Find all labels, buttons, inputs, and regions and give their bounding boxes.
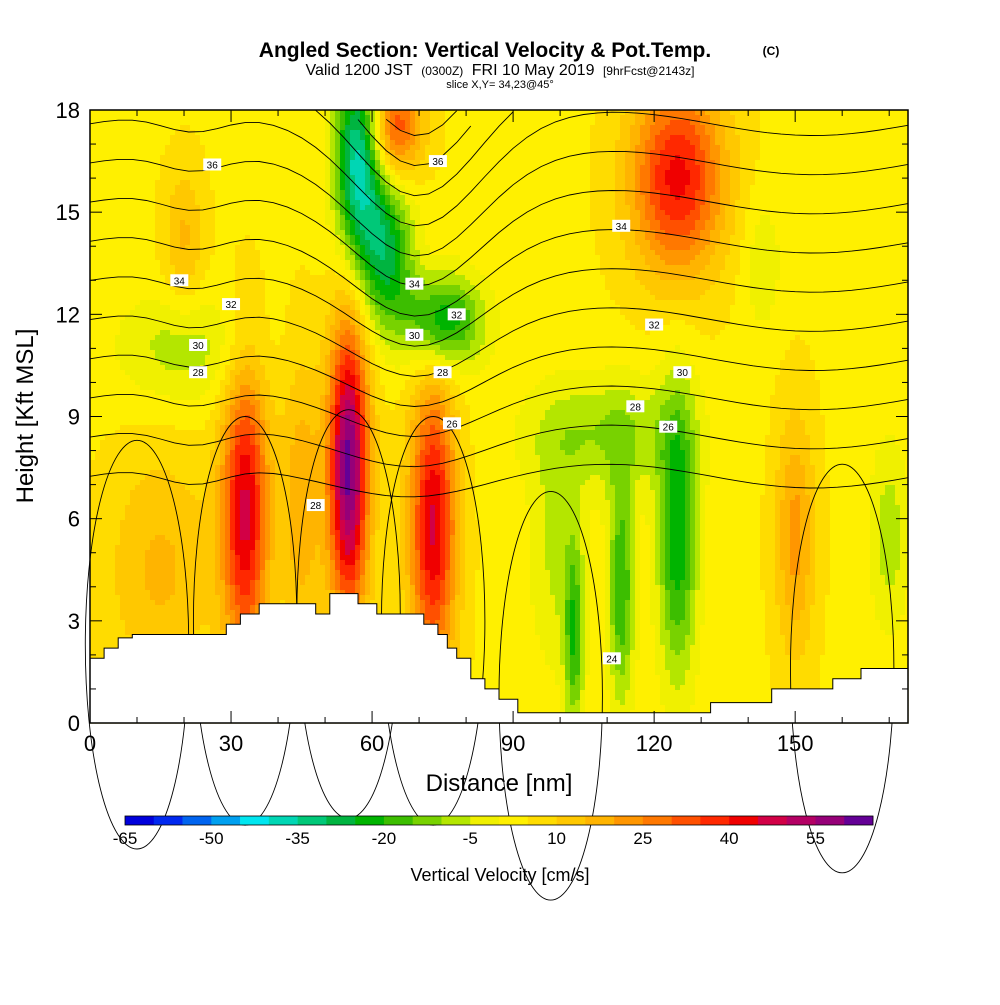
x-tick-label: 150 — [777, 731, 814, 756]
contour-label: 28 — [626, 400, 644, 413]
colorbar-swatch — [528, 816, 557, 825]
colorbar-swatch — [326, 816, 355, 825]
colorbar-tick-label: -35 — [285, 829, 310, 848]
y-tick-label: 15 — [56, 200, 80, 225]
contour-label-text: 34 — [616, 222, 628, 233]
contour-label: 34 — [612, 220, 630, 233]
contour-label: 34 — [405, 278, 423, 291]
y-tick-label: 0 — [68, 711, 80, 736]
contour-label-text: 32 — [649, 321, 661, 332]
colorbar-swatch — [729, 816, 758, 825]
contour-label: 28 — [307, 499, 325, 512]
contour-label: 36 — [203, 158, 221, 171]
y-tick-label: 9 — [68, 405, 80, 430]
contour-label-text: 30 — [409, 331, 421, 342]
colorbar-swatch — [470, 816, 499, 825]
x-tick-label: 30 — [219, 731, 243, 756]
colorbar-swatch — [355, 816, 384, 825]
colorbar-tick-label: -5 — [463, 829, 478, 848]
contour-label: 26 — [659, 421, 677, 434]
contour-label-text: 36 — [207, 160, 219, 171]
colorbar-tick-label: -65 — [113, 829, 138, 848]
colorbar-tick-label: -50 — [199, 829, 224, 848]
slice-info: slice X,Y= 34,23@45° — [446, 79, 554, 91]
valid-fcst: [9hrFcst@2143z] — [603, 64, 695, 78]
contour-label: 30 — [405, 329, 423, 342]
colorbar-label: Vertical Velocity [cm/s] — [410, 865, 589, 885]
contour-label: 34 — [170, 274, 188, 287]
x-tick-label: 120 — [636, 731, 673, 756]
colorbar-tick-label: 10 — [547, 829, 566, 848]
contour-label: 32 — [448, 308, 466, 321]
colorbar-swatch — [240, 816, 269, 825]
contour-label-text: 26 — [446, 419, 458, 430]
valid-line: Valid 1200 JST (0300Z) FRI 10 May 2019 [… — [305, 62, 694, 79]
colorbar-swatch — [413, 816, 442, 825]
contour-label-text: 34 — [409, 280, 421, 291]
contour-label-text: 32 — [451, 310, 463, 321]
colorbar-swatch — [700, 816, 729, 825]
valid-utc: (0300Z) — [421, 64, 463, 78]
contour-label-text: 24 — [606, 654, 618, 665]
colorbar-swatch — [499, 816, 528, 825]
contour-label-text: 36 — [432, 157, 444, 168]
contour-label: 24 — [603, 652, 621, 665]
contour-label: 32 — [222, 298, 240, 311]
colorbar-tick-label: 40 — [720, 829, 739, 848]
colorbar-swatch — [844, 816, 873, 825]
y-tick-label: 18 — [56, 98, 80, 123]
contour-label-text: 26 — [663, 423, 675, 434]
title-copyright: (C) — [763, 44, 780, 58]
contour-label-text: 28 — [437, 368, 449, 379]
y-tick-label: 3 — [68, 609, 80, 634]
colorbar-swatch — [441, 816, 470, 825]
contour-label-text: 28 — [193, 368, 205, 379]
contour-label-text: 30 — [677, 368, 689, 379]
y-axis-label: Height [Kft MSL] — [12, 329, 39, 504]
colorbar-swatch — [815, 816, 844, 825]
y-tick-label: 12 — [56, 302, 80, 327]
colorbar-tick-label: 55 — [806, 829, 825, 848]
x-tick-label: 60 — [360, 731, 384, 756]
contour-label: 32 — [645, 319, 663, 332]
heatmap — [90, 110, 909, 724]
contour-label-text: 28 — [310, 501, 322, 512]
colorbar: -65 -50 -35 -20 -5 10 25 40 55 — [113, 816, 874, 848]
colorbar-swatch — [384, 816, 413, 825]
contour-label: 30 — [673, 366, 691, 379]
contour-label: 28 — [189, 366, 207, 379]
contour-label-text: 30 — [193, 341, 205, 352]
colorbar-swatch — [125, 816, 154, 825]
contour-label: 28 — [434, 366, 452, 379]
colorbar-swatch — [211, 816, 240, 825]
x-tick-label: 0 — [84, 731, 96, 756]
contour-label: 36 — [429, 155, 447, 168]
contour-label-text: 32 — [225, 300, 237, 311]
valid-prefix: Valid 1200 JST — [305, 62, 413, 79]
contour-label-text: 34 — [174, 276, 186, 287]
colorbar-swatch — [787, 816, 816, 825]
x-tick-label: 90 — [501, 731, 525, 756]
colorbar-swatch — [154, 816, 183, 825]
contour-label-text: 28 — [630, 402, 642, 413]
colorbar-swatch — [183, 816, 212, 825]
chart-title: Angled Section: Vertical Velocity & Pot.… — [259, 39, 711, 62]
contour-label: 26 — [443, 417, 461, 430]
x-axis-label: Distance [nm] — [426, 770, 573, 797]
colorbar-swatch — [672, 816, 701, 825]
colorbar-swatch — [298, 816, 327, 825]
colorbar-tick-label: 25 — [633, 829, 652, 848]
colorbar-swatch — [614, 816, 643, 825]
colorbar-swatch — [585, 816, 614, 825]
colorbar-swatch — [557, 816, 586, 825]
colorbar-swatch — [269, 816, 298, 825]
contour-label: 30 — [189, 339, 207, 352]
colorbar-swatch — [758, 816, 787, 825]
colorbar-tick-label: -20 — [372, 829, 397, 848]
y-tick-label: 6 — [68, 507, 80, 532]
colorbar-swatch — [643, 816, 672, 825]
valid-date: FRI 10 May 2019 — [472, 62, 595, 79]
